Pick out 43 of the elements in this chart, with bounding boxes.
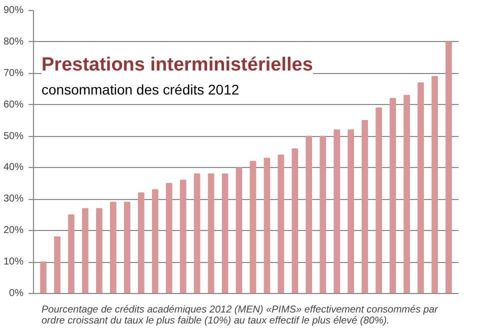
bar xyxy=(362,120,368,294)
y-tick-label: 50% xyxy=(3,130,24,142)
bar xyxy=(292,148,298,294)
bar xyxy=(334,129,340,294)
bar xyxy=(278,154,284,294)
bar xyxy=(250,160,256,294)
text: consommation des crédits 2012 xyxy=(42,82,240,98)
text: Pourcentage de crédits académiques 2012 (MEN) «PIMS» effectivement consommés par ordre croissant du taux le plus faible (10%) au taux effectif le plus élevé (80%). xyxy=(42,304,438,326)
bar xyxy=(152,189,158,294)
bar xyxy=(138,192,144,294)
bar xyxy=(390,98,396,294)
bar xyxy=(82,208,88,294)
text: Prestations interministérielles xyxy=(42,54,313,76)
y-tick-label: 20% xyxy=(3,225,24,236)
bar xyxy=(446,41,452,294)
bar xyxy=(404,94,410,294)
bar xyxy=(166,182,172,294)
bar xyxy=(110,202,116,294)
y-tick-label: 30% xyxy=(3,194,24,205)
bar xyxy=(68,214,74,294)
bar xyxy=(208,174,214,294)
bar xyxy=(222,174,228,294)
bar xyxy=(348,129,354,294)
y-tick-label: 90% xyxy=(3,5,24,16)
y-tick-label: 10% xyxy=(3,256,24,268)
bar xyxy=(124,202,130,294)
bar xyxy=(432,76,438,294)
bar xyxy=(40,262,46,294)
y-tick-label: 60% xyxy=(3,99,24,110)
bar xyxy=(54,236,60,294)
bar xyxy=(236,167,242,294)
bar xyxy=(264,158,270,294)
y-tick-label: 70% xyxy=(3,68,24,79)
y-tick-label: 40% xyxy=(3,162,24,174)
bar xyxy=(194,174,200,294)
bar xyxy=(418,82,424,294)
y-tick-label: 80% xyxy=(3,36,24,48)
bar xyxy=(96,208,102,294)
bar xyxy=(306,136,312,294)
y-tick-label: 0% xyxy=(9,288,24,299)
bar xyxy=(320,136,326,294)
bar xyxy=(180,180,186,294)
bar xyxy=(376,107,382,294)
